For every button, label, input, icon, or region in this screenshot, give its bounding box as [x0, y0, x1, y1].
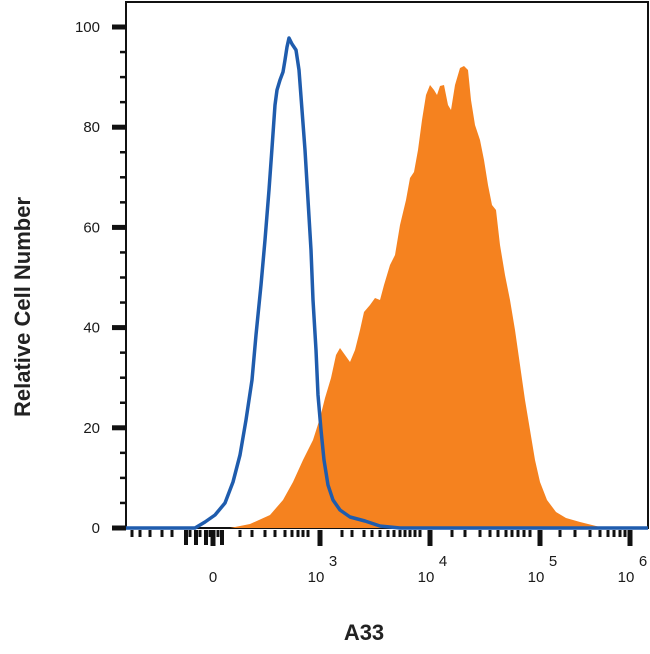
x-tick-exponent: 5	[549, 553, 557, 570]
y-tick-label: 100	[75, 19, 100, 36]
y-tick-label: 80	[83, 119, 100, 136]
y-tick-label: 40	[83, 320, 100, 337]
x-tick-label: 10	[418, 569, 435, 586]
y-axis: 0 20 40 60 80 100	[75, 19, 126, 537]
x-tick-exponent: 3	[329, 553, 337, 570]
x-tick-label: 10	[308, 569, 325, 586]
x-tick-label: 10	[618, 569, 635, 586]
y-axis-title: Relative Cell Number	[10, 197, 35, 418]
x-tick-label: 10	[528, 569, 545, 586]
x-tick-exponent: 4	[439, 553, 447, 570]
y-tick-label: 0	[92, 520, 100, 537]
x-tick-exponent: 6	[639, 553, 647, 570]
x-tick-label: 0	[209, 569, 217, 586]
control-histogram-line	[126, 36, 648, 530]
y-tick-label: 60	[83, 219, 100, 236]
x-axis-title: A33	[344, 620, 384, 645]
sample-histogram-area	[126, 66, 648, 528]
y-tick-label: 20	[83, 420, 100, 437]
